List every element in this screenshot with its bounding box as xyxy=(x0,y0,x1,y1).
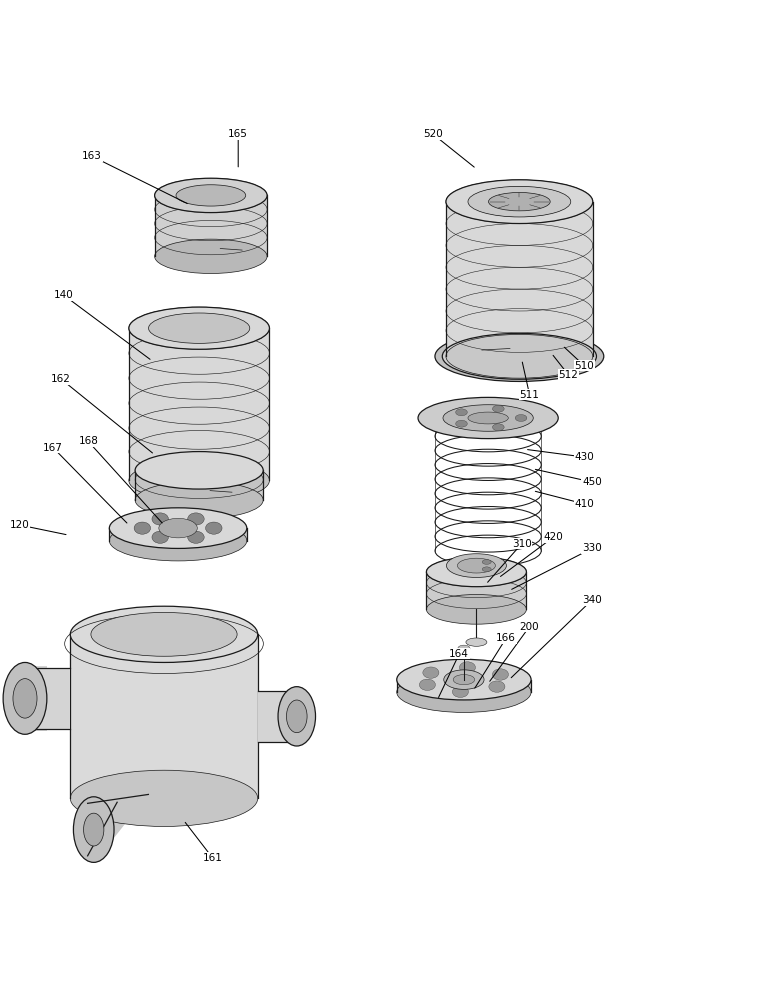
Polygon shape xyxy=(109,528,247,541)
Ellipse shape xyxy=(187,513,204,525)
Ellipse shape xyxy=(452,686,469,697)
Polygon shape xyxy=(87,794,148,803)
Text: 510: 510 xyxy=(574,361,594,371)
Ellipse shape xyxy=(466,638,487,646)
Polygon shape xyxy=(155,195,267,256)
Ellipse shape xyxy=(187,531,204,543)
Ellipse shape xyxy=(205,522,222,534)
Text: 520: 520 xyxy=(423,129,444,139)
Ellipse shape xyxy=(155,239,267,274)
Ellipse shape xyxy=(84,813,104,846)
Ellipse shape xyxy=(73,797,114,862)
Ellipse shape xyxy=(3,662,47,734)
Polygon shape xyxy=(70,634,258,798)
Ellipse shape xyxy=(493,424,505,431)
Ellipse shape xyxy=(70,770,258,826)
Ellipse shape xyxy=(159,518,198,538)
Ellipse shape xyxy=(468,186,571,217)
Ellipse shape xyxy=(176,185,246,206)
Ellipse shape xyxy=(455,409,467,416)
Polygon shape xyxy=(129,328,269,480)
Ellipse shape xyxy=(426,595,526,624)
Polygon shape xyxy=(25,666,47,731)
Ellipse shape xyxy=(468,412,508,424)
Ellipse shape xyxy=(489,192,550,211)
Text: 450: 450 xyxy=(582,477,602,487)
Ellipse shape xyxy=(459,662,476,673)
Text: 310: 310 xyxy=(512,539,532,549)
Ellipse shape xyxy=(109,520,247,561)
Text: 430: 430 xyxy=(574,452,594,462)
Polygon shape xyxy=(397,680,531,692)
Ellipse shape xyxy=(134,522,151,534)
Text: 200: 200 xyxy=(519,622,540,632)
Ellipse shape xyxy=(469,187,569,217)
Ellipse shape xyxy=(155,178,267,213)
Text: 511: 511 xyxy=(519,390,540,400)
Polygon shape xyxy=(258,691,297,742)
Ellipse shape xyxy=(152,531,169,543)
Ellipse shape xyxy=(444,670,484,689)
Ellipse shape xyxy=(442,333,597,379)
Ellipse shape xyxy=(458,645,470,652)
Text: 167: 167 xyxy=(43,443,63,453)
Ellipse shape xyxy=(70,606,258,662)
Ellipse shape xyxy=(109,508,247,548)
Ellipse shape xyxy=(423,667,439,678)
Ellipse shape xyxy=(455,420,467,427)
Ellipse shape xyxy=(129,459,269,502)
Polygon shape xyxy=(87,794,148,856)
Ellipse shape xyxy=(152,513,169,525)
Ellipse shape xyxy=(426,557,526,587)
Text: 164: 164 xyxy=(449,649,469,659)
Polygon shape xyxy=(135,470,263,500)
Ellipse shape xyxy=(482,560,491,564)
Ellipse shape xyxy=(148,313,250,343)
Ellipse shape xyxy=(447,554,506,577)
Text: 340: 340 xyxy=(582,595,602,605)
Ellipse shape xyxy=(129,307,269,349)
Ellipse shape xyxy=(453,675,475,685)
Text: 140: 140 xyxy=(54,290,74,300)
Ellipse shape xyxy=(278,687,316,746)
Ellipse shape xyxy=(13,679,37,718)
Ellipse shape xyxy=(287,700,307,733)
Ellipse shape xyxy=(91,612,237,656)
Ellipse shape xyxy=(515,415,527,421)
Text: 166: 166 xyxy=(496,633,516,643)
Ellipse shape xyxy=(492,669,508,680)
Ellipse shape xyxy=(446,334,593,378)
Ellipse shape xyxy=(489,681,505,692)
Text: 163: 163 xyxy=(82,151,102,161)
Ellipse shape xyxy=(135,481,263,519)
Polygon shape xyxy=(446,202,593,356)
Ellipse shape xyxy=(446,180,593,224)
Ellipse shape xyxy=(397,672,531,712)
Text: 168: 168 xyxy=(78,436,98,446)
Text: 410: 410 xyxy=(574,499,594,509)
Text: 420: 420 xyxy=(543,532,563,542)
Text: 330: 330 xyxy=(582,543,602,553)
Text: 162: 162 xyxy=(51,374,71,384)
Ellipse shape xyxy=(419,679,436,690)
Ellipse shape xyxy=(458,558,495,573)
Ellipse shape xyxy=(443,405,533,431)
Text: 120: 120 xyxy=(9,520,30,530)
Ellipse shape xyxy=(418,397,558,439)
Polygon shape xyxy=(426,572,526,609)
Ellipse shape xyxy=(135,452,263,489)
Polygon shape xyxy=(25,668,70,729)
Text: 161: 161 xyxy=(202,853,223,863)
Ellipse shape xyxy=(493,405,505,412)
Ellipse shape xyxy=(482,567,491,572)
Ellipse shape xyxy=(435,331,604,381)
Text: 165: 165 xyxy=(228,129,248,139)
Ellipse shape xyxy=(397,659,531,700)
Text: 512: 512 xyxy=(558,370,579,380)
